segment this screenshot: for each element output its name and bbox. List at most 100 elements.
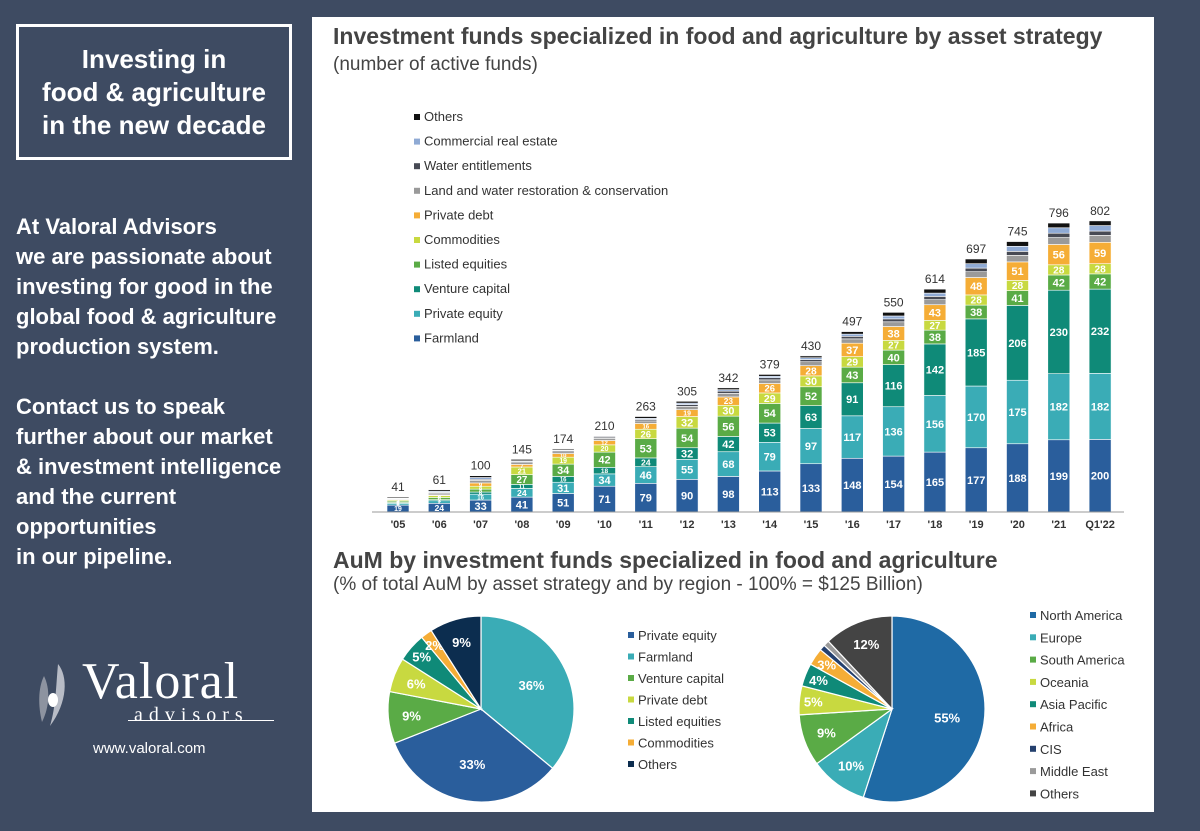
bar-label-private-debt-5: 12	[601, 441, 608, 447]
region-legend-label-north-america: North America	[1040, 608, 1123, 623]
bar-label-farmland-11: 148	[843, 480, 861, 492]
x-tick-label-2: '07	[473, 519, 488, 531]
bar-land-and-water-restoration-conservation-13	[923, 299, 947, 306]
x-tick-label-6: '11	[639, 519, 653, 531]
bar-land-and-water-restoration-conservation-14	[964, 271, 988, 278]
bar-land-and-water-restoration-conservation-16	[1047, 237, 1071, 245]
bar-label-farmland-10: 133	[802, 483, 820, 495]
bar-land-and-water-restoration-conservation-12	[882, 321, 905, 327]
bar-water-entitlements-8	[717, 390, 740, 394]
bar-label-venture-capital-14: 185	[967, 347, 985, 359]
bar-label-farmland-15: 188	[1008, 473, 1026, 485]
bar-others-6	[634, 416, 658, 419]
bar-label-private-debt-15: 51	[1011, 266, 1023, 278]
bar-label-listed-equities-5: 42	[598, 455, 610, 467]
bar-label-venture-capital-7: 32	[681, 449, 693, 461]
bar-label-commodities-16: 28	[1053, 266, 1065, 277]
bar-total-7: 305	[677, 384, 697, 398]
strategy-legend-swatch-venture-capital	[628, 675, 634, 681]
region-legend-label-south-america: South America	[1040, 653, 1125, 668]
legend-label-land-and-water-restoration-conservation: Land and water restoration & conservatio…	[424, 183, 668, 198]
bar-commercial-real-estate-15	[1006, 245, 1029, 252]
legend-swatch-private-debt	[414, 212, 420, 219]
bar-commercial-real-estate-14	[964, 263, 988, 269]
region-legend-swatch-south-america	[1030, 656, 1036, 663]
region-slice-north-america	[862, 615, 986, 803]
strategy-legend-label-private-equity: Private equity	[638, 628, 717, 643]
region-slice-others	[827, 615, 893, 711]
bar-water-entitlements-15	[1006, 251, 1029, 256]
bar-label-farmland-6: 79	[640, 493, 652, 505]
bar-label-private-equity-15: 175	[1008, 407, 1026, 419]
bar-label-listed-equities-6: 53	[640, 443, 652, 455]
bar-others-5	[593, 435, 616, 437]
bar-label-farmland-1: 24	[434, 503, 444, 513]
bar-label-farmland-3: 41	[516, 500, 528, 512]
bar-label-private-debt-9: 26	[764, 383, 774, 394]
bar-land-and-water-restoration-conservation-9	[758, 379, 782, 384]
bar-label-private-debt-0: 1	[396, 498, 400, 504]
bar-label-listed-equities-12: 40	[887, 352, 899, 364]
bar-label-private-equity-3: 24	[517, 488, 527, 498]
pie-chart-asset-strategy: 36%33%9%6%5%2% 9% Private equityFarmlandVe…	[387, 615, 724, 803]
bar-label-private-debt-1: 2	[438, 493, 442, 499]
bar-label-venture-capital-15: 206	[1008, 338, 1026, 350]
bar-others-11	[840, 331, 864, 335]
valoral-leaf-icon	[39, 664, 65, 726]
strategy-legend-label-farmland: Farmland	[638, 650, 693, 665]
bar-label-private-equity-5: 34	[598, 475, 611, 487]
region-legend-swatch-oceania	[1030, 678, 1036, 685]
website-link[interactable]: www.valoral.com	[93, 740, 206, 757]
bar-water-entitlements-9	[758, 377, 782, 381]
bar-land-and-water-restoration-conservation-6	[634, 420, 658, 424]
bar-label-commodities-17: 28	[1094, 264, 1106, 275]
bar-label-private-debt-14: 48	[970, 281, 982, 293]
bar-water-entitlements-14	[964, 267, 988, 272]
bar-label-private-debt-4: 10	[560, 454, 567, 460]
bar-total-8: 342	[718, 371, 738, 385]
x-tick-label-16: '21	[1051, 519, 1066, 531]
bar-label-venture-capital-1: 3	[438, 498, 442, 504]
bar-label-venture-capital-17: 232	[1091, 326, 1109, 338]
bar-others-2	[469, 475, 492, 478]
region-slice-label-europe: 10%	[838, 758, 864, 773]
bar-label-private-debt-2: 9	[479, 483, 483, 489]
bar-label-private-equity-12: 136	[884, 426, 902, 438]
bar-total-1: 61	[433, 473, 447, 487]
region-legend-label-africa: Africa	[1040, 720, 1074, 735]
bar-commercial-real-estate-12	[882, 315, 905, 320]
bar-label-commodities-15: 28	[1012, 281, 1024, 292]
bar-others-16	[1047, 222, 1071, 229]
bar-label-commodities-12: 27	[888, 341, 899, 352]
pie-section-title: AuM by investment funds specialized in f…	[333, 547, 998, 573]
bar-label-venture-capital-8: 42	[722, 439, 734, 451]
bar-total-2: 100	[471, 459, 491, 473]
bar-label-farmland-2: 33	[474, 501, 486, 513]
bar-label-venture-capital-10: 63	[805, 412, 817, 424]
bar-label-farmland-17: 200	[1091, 471, 1109, 483]
bar-label-listed-equities-3: 27	[516, 475, 527, 486]
bar-label-listed-equities-10: 52	[805, 391, 817, 403]
bar-label-listed-equities-16: 42	[1053, 278, 1065, 290]
bar-label-venture-capital-16: 230	[1050, 327, 1068, 339]
bar-label-venture-capital-9: 53	[764, 428, 776, 440]
logo-subtitle: advisors	[134, 704, 249, 726]
strategy-legend-swatch-listed-equities	[628, 718, 634, 724]
legend-swatch-venture-capital	[414, 286, 420, 293]
legend-swatch-listed-equities	[414, 261, 420, 268]
bar-commercial-real-estate-16	[1047, 227, 1071, 234]
bar-label-listed-equities-8: 56	[722, 421, 734, 433]
bar-label-listed-equities-1: 6	[438, 497, 442, 503]
bar-label-private-equity-2: 16	[477, 495, 484, 501]
sidebar-pitch: At Valoral Advisors we are passionate ab…	[16, 214, 282, 569]
region-legend-label-cis: CIS	[1040, 742, 1062, 757]
strategy-legend-label-venture-capital: Venture capital	[638, 671, 724, 686]
bar-others-14	[964, 258, 988, 265]
bar-water-entitlements-10	[799, 359, 823, 363]
region-slice-label-north-america: 55%	[934, 711, 960, 726]
bar-total-15: 745	[1007, 225, 1027, 239]
bar-others-17	[1088, 220, 1112, 226]
bar-label-farmland-13: 165	[926, 477, 944, 489]
x-tick-label-3: '08	[514, 519, 529, 531]
bar-label-farmland-9: 113	[761, 486, 779, 498]
